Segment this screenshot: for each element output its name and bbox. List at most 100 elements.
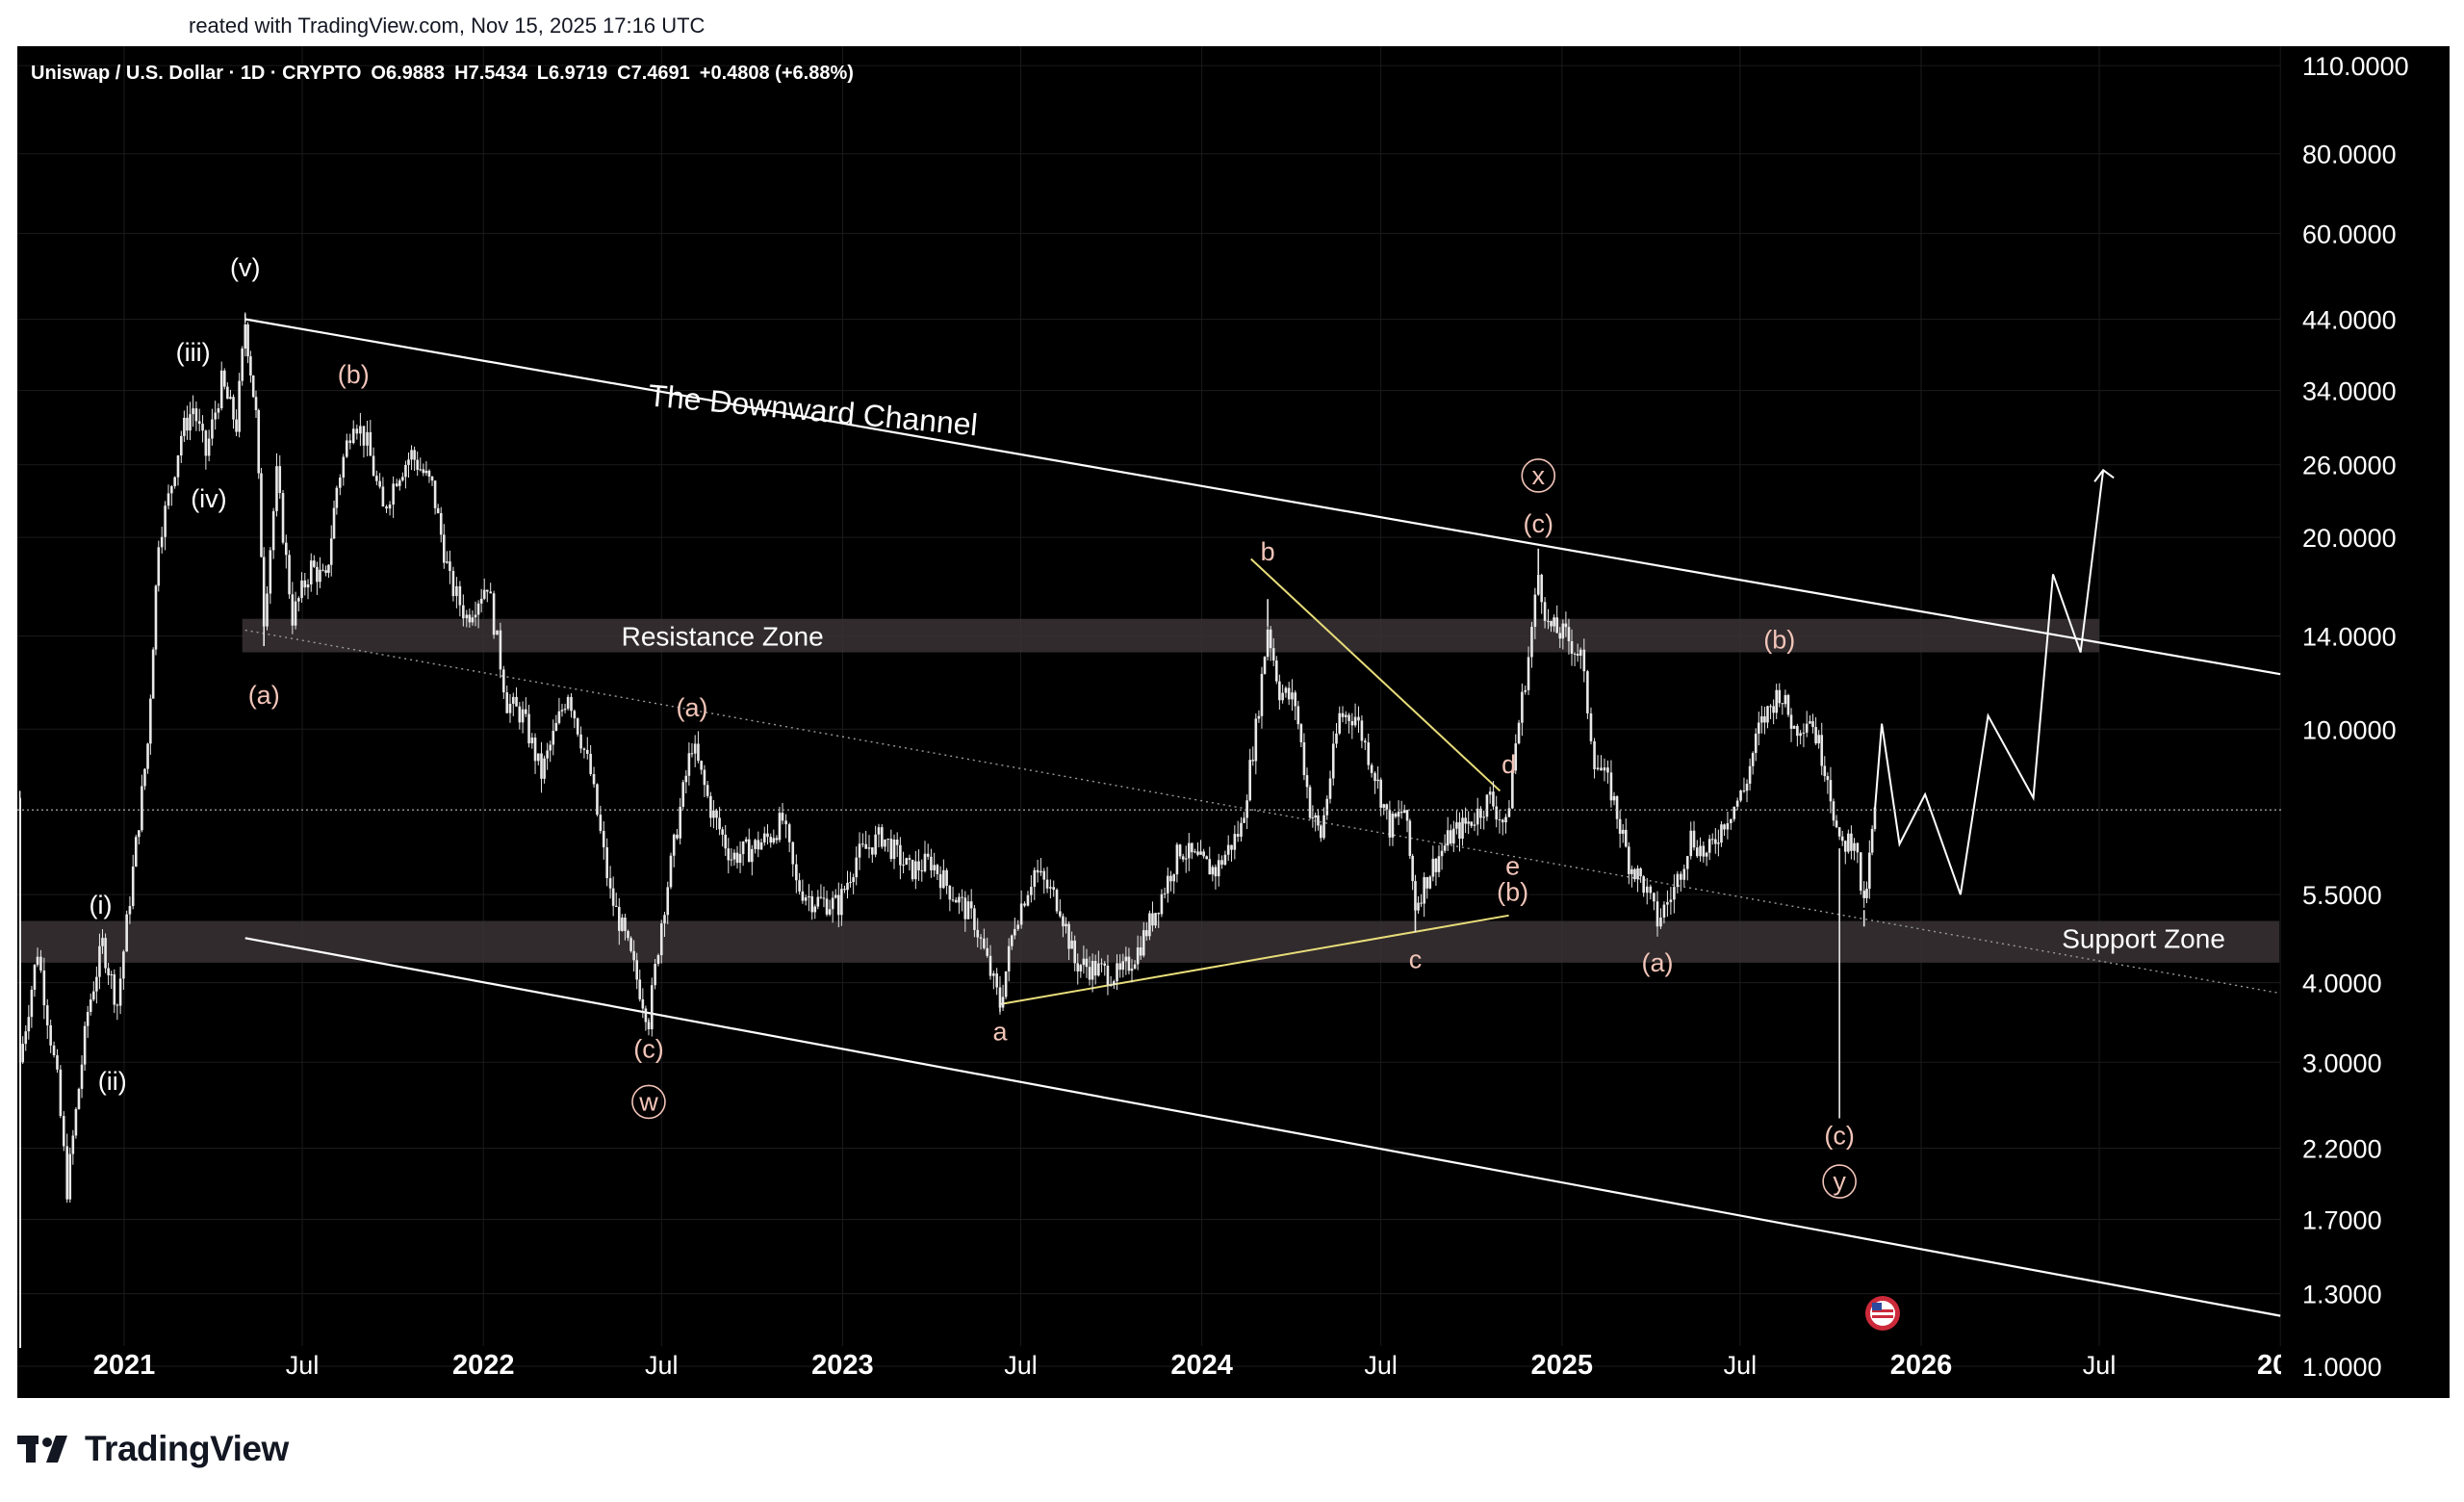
candle-body [1040, 870, 1042, 873]
candle-body [596, 784, 599, 816]
wave-label-circle [1521, 458, 1556, 493]
candle-body [976, 929, 980, 938]
candle-body [911, 860, 914, 880]
candle-body [167, 493, 170, 506]
candle-body [1033, 869, 1037, 888]
candle-body [1281, 692, 1284, 701]
candle-body [1191, 842, 1194, 853]
candle-body [241, 348, 244, 381]
candle-body [291, 594, 295, 626]
candle-body [1076, 963, 1080, 971]
candle-body [1243, 817, 1245, 823]
time-axis-label: 2026 [1890, 1350, 1953, 1381]
candle-body [1639, 868, 1642, 877]
candle-body [232, 397, 235, 420]
candle-body [1511, 770, 1514, 809]
candle-body [1073, 940, 1076, 964]
candle-body [1653, 893, 1656, 902]
candle-body [262, 557, 266, 627]
candle-body [1772, 706, 1775, 713]
candle-body [536, 753, 540, 762]
candle-body [886, 839, 889, 841]
candle-body [1533, 594, 1537, 628]
candle-body [1417, 902, 1420, 911]
candle-body [611, 888, 615, 906]
candle-body [1052, 887, 1056, 891]
time-axis-label: 2022 [452, 1350, 515, 1381]
candle-body [1582, 649, 1586, 672]
candle-body [189, 414, 192, 431]
candle-body [988, 955, 992, 976]
candle-body [966, 901, 970, 919]
candle-body [1154, 913, 1157, 926]
candle-body [1850, 833, 1853, 851]
candle-body [669, 855, 673, 888]
candle-body [332, 507, 336, 539]
candle-body [113, 973, 116, 1005]
candle-body [1470, 821, 1474, 826]
candle-body [1202, 851, 1205, 857]
candle-body [1109, 984, 1113, 986]
price-chart[interactable]: The Downward Channel (v) (iii) (iv) (i) (ii) (… [17, 46, 2450, 1398]
candle-body [98, 945, 101, 977]
candle-body [552, 730, 555, 745]
candle-body [632, 950, 635, 961]
candle-body [1473, 824, 1476, 826]
candle-body [465, 614, 469, 619]
candle-body [855, 857, 859, 878]
channel-midline [244, 629, 2281, 995]
candle-body [451, 570, 455, 597]
candle-body [86, 1012, 90, 1026]
candle-body [1357, 716, 1360, 721]
wave-label: b [1261, 537, 1275, 566]
candle-body [1843, 841, 1847, 852]
candle-body [676, 834, 679, 839]
candle-body [1014, 928, 1016, 936]
candle-body [1118, 963, 1122, 971]
wave-label: (i) [89, 891, 112, 919]
candle-body [197, 421, 201, 425]
candle-body [1271, 648, 1275, 661]
candle-body [278, 466, 282, 494]
us-flag-events-icon[interactable] [1865, 1296, 1900, 1331]
chart-pane[interactable]: The Downward Channel (v) (iii) (iv) (i) (ii) (… [17, 46, 2450, 1398]
candle-body [1751, 753, 1755, 766]
candle-body [1576, 653, 1579, 657]
candle-body [864, 843, 867, 849]
candle-body [1856, 842, 1860, 853]
candle-body [679, 806, 681, 839]
candle-body [687, 753, 691, 776]
candle-body [257, 409, 261, 474]
candle-body [570, 696, 573, 712]
candle-body [1248, 760, 1251, 801]
candle-body [214, 412, 217, 420]
candle-body [1145, 930, 1148, 937]
candle-body [1187, 842, 1191, 859]
candle-body [388, 505, 392, 509]
candle-body [1754, 733, 1758, 754]
candle-body [300, 580, 303, 599]
candle-body [1476, 808, 1479, 825]
tradingview-logo[interactable]: TradingView [17, 1429, 289, 1469]
candle-body [68, 1153, 72, 1200]
price-axis[interactable]: 110.0000 80.0000 60.0000 44.0000 34.0000 26.0… [2281, 46, 2450, 1398]
candle-body [164, 505, 167, 537]
candle-body [1082, 958, 1086, 966]
candle-body [281, 493, 285, 543]
candle-body [549, 744, 552, 751]
candle-body [727, 848, 731, 861]
candle-body [1689, 830, 1693, 857]
candle-body [1045, 879, 1049, 889]
candle-body [1065, 923, 1067, 927]
candle-body [407, 459, 410, 465]
legend-open: O6.9883 [371, 63, 445, 84]
price-axis-label: 110.0000 [2302, 52, 2409, 81]
candle-body [1269, 629, 1272, 649]
candle-body [1440, 850, 1444, 857]
candle-body [1543, 602, 1547, 621]
price-axis-label: 34.0000 [2302, 377, 2397, 406]
candle-body [80, 1064, 84, 1089]
candle-body [644, 1008, 648, 1023]
candle-body [1317, 815, 1320, 826]
time-axis[interactable]: 2021 Jul 2022 Jul 2023 Jul 2024 Jul 2025 Jul 2026 J… [17, 1350, 2450, 1398]
